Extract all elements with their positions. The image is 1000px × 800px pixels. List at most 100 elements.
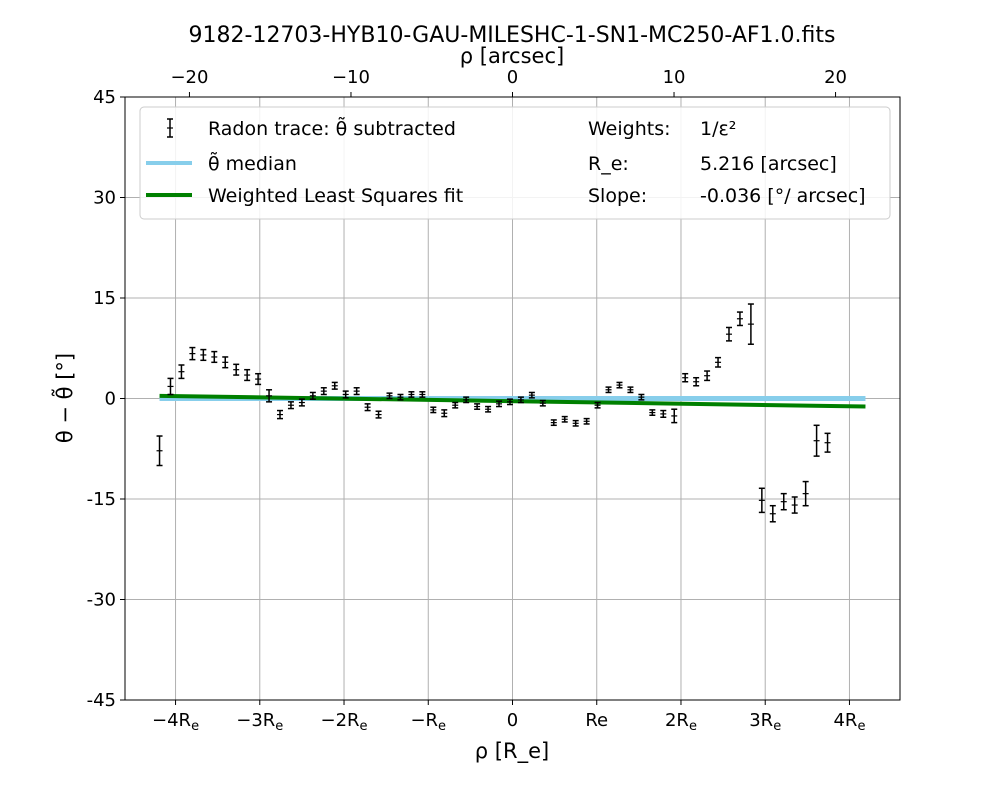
data-point bbox=[550, 419, 557, 427]
data-point bbox=[397, 393, 404, 401]
data-point bbox=[441, 409, 448, 418]
legend-entry-label: Weighted Least Squares fit bbox=[208, 185, 463, 207]
data-point bbox=[331, 381, 338, 390]
data-point bbox=[605, 386, 612, 394]
data-point bbox=[255, 372, 262, 386]
data-point bbox=[736, 311, 743, 327]
data-point bbox=[266, 389, 273, 403]
data-point bbox=[342, 390, 349, 399]
fit-line bbox=[159, 393, 866, 409]
data-point bbox=[725, 326, 732, 342]
data-point bbox=[156, 435, 163, 467]
top-tick-label: −10 bbox=[332, 67, 370, 88]
legend-entry-label: Radon trace: θ̃ subtracted bbox=[208, 115, 456, 140]
data-point bbox=[671, 408, 678, 424]
y-tick-label: 0 bbox=[105, 389, 116, 410]
data-point bbox=[485, 405, 492, 413]
legend-info-key: R_e: bbox=[588, 153, 629, 175]
data-point bbox=[561, 415, 568, 423]
y-tick-label: -15 bbox=[87, 489, 116, 510]
data-point bbox=[758, 487, 765, 514]
data-point bbox=[682, 372, 689, 383]
data-point bbox=[715, 356, 722, 368]
x-tick-label: −4Re bbox=[152, 710, 199, 734]
data-point bbox=[178, 364, 185, 380]
data-point bbox=[189, 346, 196, 361]
legend-entry-label: θ̃ median bbox=[208, 150, 297, 175]
chart-title: 9182-12703-HYB10-GAU-MILESHC-1-SN1-MC250… bbox=[189, 23, 836, 48]
data-point bbox=[791, 496, 798, 514]
x-tick-label: 0 bbox=[507, 710, 518, 731]
plot-series bbox=[156, 303, 866, 523]
data-point bbox=[572, 419, 579, 427]
data-point bbox=[463, 396, 470, 404]
y-tick-label: 30 bbox=[93, 188, 116, 209]
legend-info-value: -0.036 [°/ arcsec] bbox=[700, 185, 866, 207]
y-tick-label: -45 bbox=[87, 690, 116, 711]
y-tick-label: 15 bbox=[93, 288, 116, 309]
data-point bbox=[233, 363, 240, 376]
data-point bbox=[408, 391, 415, 398]
x-tick-label: 3Re bbox=[749, 710, 781, 734]
data-point bbox=[364, 403, 371, 412]
data-point bbox=[277, 409, 283, 420]
data-point bbox=[167, 377, 174, 396]
legend-box bbox=[139, 106, 891, 220]
data-point bbox=[517, 396, 524, 404]
x-tick-label: 2Re bbox=[665, 710, 697, 734]
y-tick-label: 45 bbox=[93, 87, 116, 108]
data-point bbox=[496, 400, 503, 408]
data-point bbox=[649, 409, 656, 416]
data-point bbox=[747, 303, 754, 345]
data-point bbox=[813, 424, 820, 457]
data-point bbox=[375, 410, 382, 419]
data-point bbox=[309, 391, 316, 400]
axis-ticks: -45 -30 -15 0 15 30 45 −4Re −3Re −2Re −Re 0 Re 2Re 3Re… bbox=[87, 67, 866, 734]
legend-info-value: 5.216 [arcsec] bbox=[700, 153, 837, 175]
y-tick-label: -30 bbox=[87, 590, 116, 611]
data-point bbox=[244, 368, 251, 382]
data-point bbox=[298, 398, 305, 407]
data-point bbox=[211, 350, 218, 364]
data-point bbox=[638, 393, 645, 401]
top-tick-label: 10 bbox=[663, 67, 686, 88]
data-point bbox=[583, 417, 590, 425]
legend-info-key: Weights: bbox=[588, 118, 671, 140]
data-point bbox=[506, 398, 513, 406]
x-tick-label: Re bbox=[585, 710, 608, 731]
data-point bbox=[222, 356, 229, 369]
data-point bbox=[386, 392, 393, 400]
data-point bbox=[287, 401, 294, 410]
x-tick-label: −2Re bbox=[320, 710, 367, 734]
data-point bbox=[419, 391, 426, 398]
top-tick-label: 20 bbox=[824, 67, 847, 88]
data-point bbox=[780, 492, 787, 511]
data-point bbox=[802, 480, 809, 507]
x-tick-label: −3Re bbox=[236, 710, 283, 734]
top-x-axis-label: ρ [arcsec] bbox=[460, 44, 564, 68]
data-point bbox=[528, 391, 535, 399]
data-point bbox=[474, 403, 481, 410]
data-point bbox=[824, 432, 831, 453]
data-point bbox=[769, 504, 776, 523]
data-point bbox=[320, 387, 327, 396]
data-point bbox=[704, 370, 711, 382]
top-tick-label: −20 bbox=[170, 67, 208, 88]
x-tick-label: −Re bbox=[410, 710, 446, 734]
data-point bbox=[353, 387, 360, 396]
y-axis-label: θ − θ̃ [°] bbox=[50, 353, 77, 443]
data-point bbox=[200, 348, 207, 362]
plot-frame bbox=[124, 96, 901, 701]
data-point bbox=[430, 406, 437, 414]
data-point bbox=[693, 376, 700, 387]
data-point bbox=[616, 381, 623, 389]
data-point bbox=[627, 386, 634, 394]
legend-info-value: 1/ε² bbox=[700, 118, 736, 140]
legend-info-key: Slope: bbox=[588, 185, 647, 207]
data-point bbox=[452, 401, 459, 409]
data-point bbox=[594, 401, 601, 409]
data-point bbox=[660, 409, 667, 419]
top-tick-label: 0 bbox=[507, 67, 518, 88]
x-tick-label: 4Re bbox=[833, 710, 865, 734]
